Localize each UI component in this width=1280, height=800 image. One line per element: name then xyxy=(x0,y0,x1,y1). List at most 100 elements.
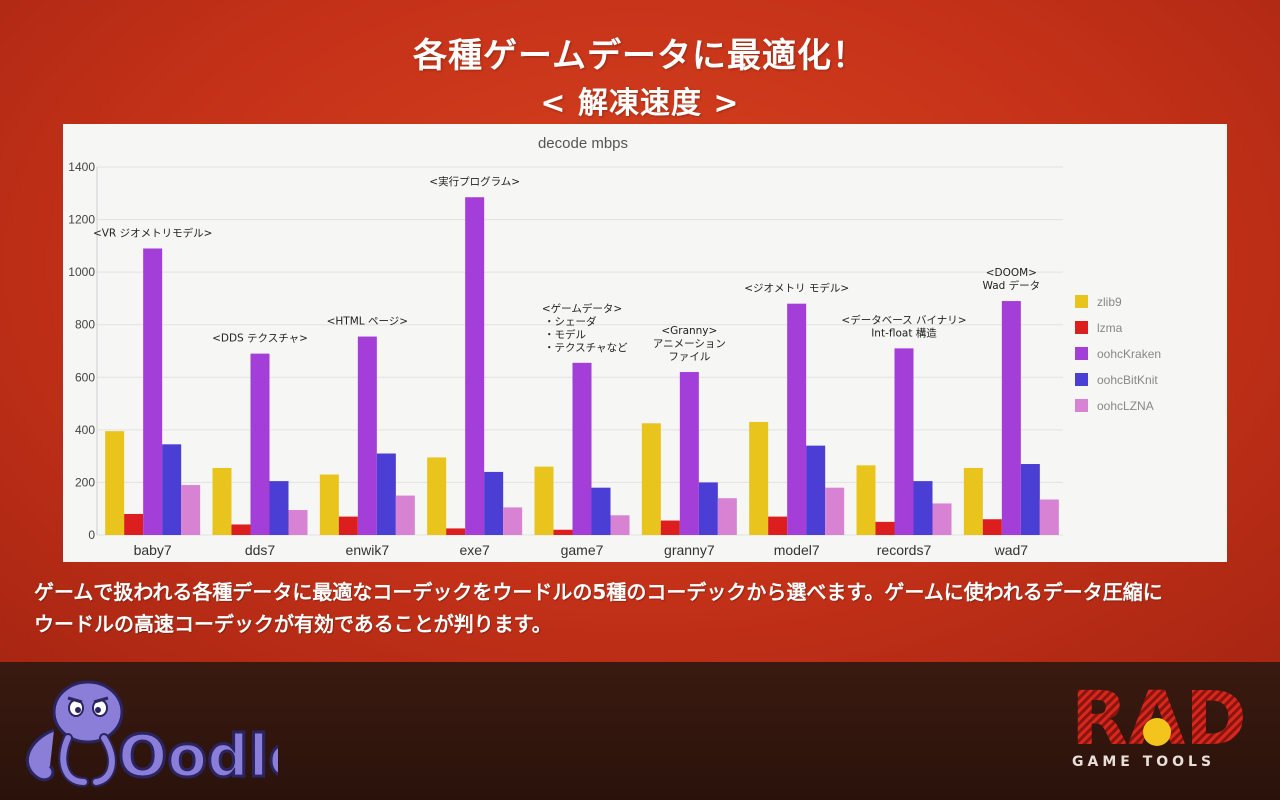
bar-lzma-game7 xyxy=(553,529,573,535)
bar-oohcKraken-dds7 xyxy=(250,353,270,535)
bar-oohcBitKnit-granny7 xyxy=(698,482,718,535)
bar-oohcLZNA-exe7 xyxy=(503,507,523,535)
x-tick-label: records7 xyxy=(877,542,932,558)
bar-oohcLZNA-records7 xyxy=(932,503,952,535)
x-tick-label: game7 xyxy=(561,542,604,558)
bar-oohcBitKnit-game7 xyxy=(591,487,611,535)
decode-speed-chart: decode mbps 0 200 400 600 800 1000 1200 1400 baby… xyxy=(68,135,1161,558)
bar-lzma-baby7 xyxy=(124,513,144,535)
annotation-granny7: アニメーション xyxy=(653,338,726,350)
bar-oohcKraken-model7 xyxy=(787,303,807,535)
rad-game-tools-logo: RAD xyxy=(1071,676,1247,762)
y-tick-label: 1000 xyxy=(68,265,95,279)
caption-line-1: ゲームで扱われる各種データに最適なコーデックをウードルの5種のコーデックから選べ… xyxy=(34,580,1163,604)
annotation-records7: <データベース バイナリ> xyxy=(841,313,966,326)
bar-zlib9-game7 xyxy=(534,466,554,535)
annotation-baby7: <VR ジオメトリモデル> xyxy=(93,226,212,239)
bar-oohcBitKnit-model7 xyxy=(806,445,826,535)
oodle-octopus-logo: Oodle xyxy=(25,680,278,792)
legend-label-oohcBitKnit: oohcBitKnit xyxy=(1097,373,1158,387)
slide-subtitle: < 解凍速度 > xyxy=(540,86,740,121)
bar-lzma-wad7 xyxy=(982,519,1002,535)
annotation-game7: ・シェーダ xyxy=(544,315,597,328)
bar-zlib9-enwik7 xyxy=(319,474,339,535)
bar-oohcLZNA-enwik7 xyxy=(395,495,415,535)
y-tick-label: 1200 xyxy=(68,213,95,227)
annotation-exe7: <実行プログラム> xyxy=(429,175,520,188)
bar-lzma-granny7 xyxy=(660,520,680,535)
rad-dot xyxy=(1143,718,1171,746)
bar-oohcKraken-granny7 xyxy=(679,372,699,535)
bar-oohcLZNA-wad7 xyxy=(1039,499,1059,535)
legend-swatch-oohcBitKnit xyxy=(1075,373,1088,386)
bar-oohcLZNA-model7 xyxy=(825,487,845,535)
annotation-dds7: <DDS テクスチャ> xyxy=(212,333,308,345)
bar-zlib9-baby7 xyxy=(105,431,125,535)
annotation-granny7: <Granny> xyxy=(661,325,717,337)
x-tick-label: enwik7 xyxy=(346,542,390,558)
y-tick-label: 200 xyxy=(75,475,95,489)
legend-swatch-oohcLZNA xyxy=(1075,399,1088,412)
bar-oohcBitKnit-dds7 xyxy=(269,481,289,535)
annotation-game7: <ゲームデータ> xyxy=(542,302,622,315)
legend-label-oohcLZNA: oohcLZNA xyxy=(1097,399,1154,413)
chart-title: decode mbps xyxy=(538,135,628,152)
slide-caption: ゲームで扱われる各種データに最適なコーデックをウードルの5種のコーデックから選べ… xyxy=(34,576,1254,640)
bar-oohcLZNA-game7 xyxy=(610,515,630,535)
annotation-enwik7: <HTML ページ> xyxy=(327,316,408,328)
x-tick-label: model7 xyxy=(774,542,820,558)
bar-oohcKraken-enwik7 xyxy=(357,336,377,535)
bar-oohcBitKnit-enwik7 xyxy=(376,453,396,535)
bar-oohcLZNA-granny7 xyxy=(717,498,737,535)
y-tick-label: 600 xyxy=(75,370,95,384)
chart-panel: decode mbps 0 200 400 600 800 1000 1200 1400 baby… xyxy=(63,124,1227,562)
bar-lzma-enwik7 xyxy=(338,516,358,535)
bar-oohcBitKnit-records7 xyxy=(913,481,933,535)
bar-zlib9-granny7 xyxy=(641,423,661,535)
annotation-model7: <ジオメトリ モデル> xyxy=(744,282,849,295)
footer-bar: Oodle RAD GAME TOOLS xyxy=(0,662,1280,800)
bar-zlib9-exe7 xyxy=(427,457,447,535)
bar-lzma-exe7 xyxy=(446,528,466,535)
legend-swatch-lzma xyxy=(1075,321,1088,334)
bar-oohcKraken-wad7 xyxy=(1001,301,1021,535)
x-tick-label: wad7 xyxy=(994,542,1029,558)
bar-zlib9-wad7 xyxy=(963,467,983,535)
x-tick-label: baby7 xyxy=(134,542,172,558)
bar-zlib9-records7 xyxy=(856,465,876,535)
legend-label-zlib9: zlib9 xyxy=(1097,295,1122,309)
y-tick-label: 800 xyxy=(75,318,95,332)
legend-swatch-zlib9 xyxy=(1075,295,1088,308)
legend-label-oohcKraken: oohcKraken xyxy=(1097,347,1161,361)
bar-oohcBitKnit-baby7 xyxy=(162,444,182,535)
annotation-granny7: ファイル xyxy=(668,351,710,363)
annotation-game7: ・テクスチャなど xyxy=(544,342,628,354)
bar-lzma-dds7 xyxy=(231,524,251,535)
bar-oohcBitKnit-wad7 xyxy=(1020,464,1040,535)
annotation-records7: Int-float 構造 xyxy=(871,326,937,339)
slide-title: 各種ゲームデータに最適化！ xyxy=(413,36,867,76)
legend-label-lzma: lzma xyxy=(1097,321,1123,335)
bar-oohcKraken-baby7 xyxy=(143,248,163,535)
legend-swatch-oohcKraken xyxy=(1075,347,1088,360)
x-tick-label: granny7 xyxy=(664,542,715,558)
x-tick-label: dds7 xyxy=(245,542,276,558)
rad-subtitle: GAME TOOLS xyxy=(1072,754,1216,770)
bar-lzma-model7 xyxy=(768,516,788,535)
annotation-wad7: <DOOM> xyxy=(986,267,1037,279)
bar-lzma-records7 xyxy=(875,521,895,535)
bar-oohcLZNA-baby7 xyxy=(181,485,201,535)
bar-oohcBitKnit-exe7 xyxy=(484,471,504,535)
oodle-wordmark: Oodle xyxy=(118,722,278,790)
caption-line-2: ウードルの高速コーデックが有効であることが判ります。 xyxy=(34,612,552,636)
slide-background: 各種ゲームデータに最適化！ < 解凍速度 > decode mbps 0 200 40… xyxy=(0,0,1280,662)
y-tick-label: 1400 xyxy=(68,160,95,174)
y-tick-label: 0 xyxy=(88,528,95,542)
bar-oohcKraken-exe7 xyxy=(465,197,485,535)
x-tick-label: exe7 xyxy=(459,542,490,558)
annotation-wad7: Wad データ xyxy=(983,279,1041,292)
bar-oohcKraken-records7 xyxy=(894,348,914,535)
y-tick-label: 400 xyxy=(75,423,95,437)
annotation-game7: ・モデル xyxy=(544,328,586,341)
bar-oohcKraken-game7 xyxy=(572,362,592,535)
